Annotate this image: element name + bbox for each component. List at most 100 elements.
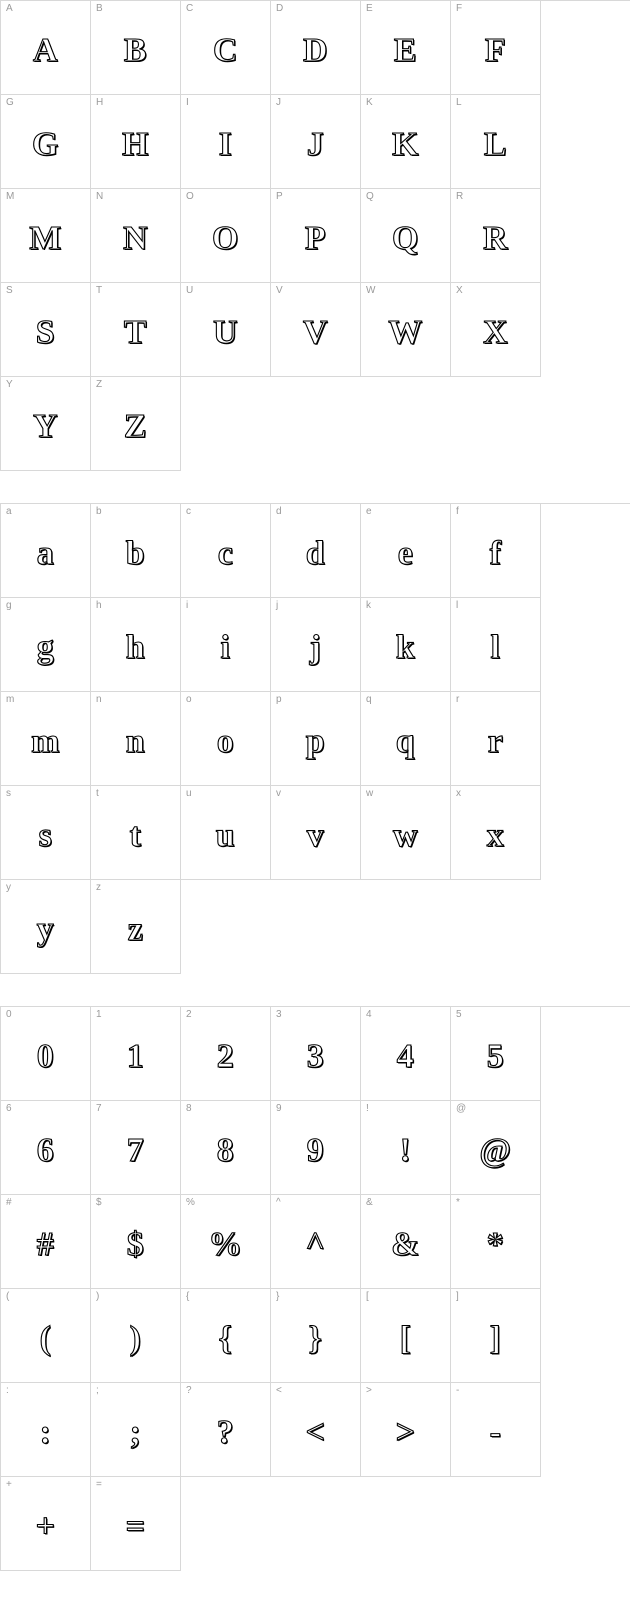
char-glyph: r	[488, 725, 504, 759]
char-glyph: 4	[397, 1040, 415, 1074]
char-cell: SS	[1, 283, 91, 377]
char-glyph: P	[305, 222, 326, 256]
char-label: }	[276, 1292, 279, 1302]
char-cell: TT	[91, 283, 181, 377]
char-cell: rr	[451, 692, 541, 786]
char-cell: ::	[1, 1383, 91, 1477]
char-glyph: O	[212, 222, 239, 256]
char-label: V	[276, 286, 283, 296]
char-glyph: ;	[130, 1416, 142, 1450]
char-glyph: G	[32, 128, 59, 162]
char-glyph: F	[485, 34, 506, 68]
char-glyph: s	[39, 819, 53, 853]
char-glyph: #	[37, 1228, 55, 1262]
char-cell: dd	[271, 504, 361, 598]
char-cell: 66	[1, 1101, 91, 1195]
char-label: R	[456, 192, 463, 202]
char-cell: ZZ	[91, 377, 181, 471]
char-glyph: &	[391, 1228, 420, 1262]
char-label: T	[96, 286, 102, 296]
char-glyph: %	[208, 1228, 243, 1262]
char-cell: @@	[451, 1101, 541, 1195]
char-cell: AA	[1, 1, 91, 95]
char-glyph: A	[33, 34, 58, 68]
char-glyph: M	[29, 222, 62, 256]
character-map: AA BB CC DD EE FF GG HH II JJ KK LL MM N…	[0, 0, 640, 1571]
char-glyph: Y	[33, 410, 58, 444]
char-cell: uu	[181, 786, 271, 880]
char-glyph: 1	[127, 1040, 145, 1074]
char-glyph: E	[394, 34, 417, 68]
char-label: {	[186, 1292, 189, 1302]
char-cell: pp	[271, 692, 361, 786]
char-glyph: 8	[217, 1134, 235, 1168]
char-cell: ee	[361, 504, 451, 598]
char-cell: CC	[181, 1, 271, 95]
char-glyph: l	[491, 631, 501, 665]
char-label: s	[6, 789, 11, 799]
char-glyph: !	[400, 1134, 412, 1168]
char-cell: mm	[1, 692, 91, 786]
char-cell: 11	[91, 1007, 181, 1101]
char-cell: >>	[361, 1383, 451, 1477]
char-glyph: =	[126, 1510, 146, 1544]
char-label: %	[186, 1198, 195, 1208]
char-cell: **	[451, 1195, 541, 1289]
char-label: u	[186, 789, 192, 799]
char-glyph: ^	[305, 1228, 325, 1262]
char-label: 9	[276, 1104, 282, 1114]
char-label: j	[276, 601, 278, 611]
char-label: U	[186, 286, 193, 296]
char-label: !	[366, 1104, 369, 1114]
char-cell: JJ	[271, 95, 361, 189]
char-glyph: H	[122, 128, 149, 162]
char-label: M	[6, 192, 14, 202]
char-cell: QQ	[361, 189, 451, 283]
char-cell: ((	[1, 1289, 91, 1383]
char-label: Z	[96, 380, 102, 390]
char-glyph: e	[398, 537, 414, 571]
char-label: e	[366, 507, 372, 517]
grid-lowercase: aa bb cc dd ee ff gg hh ii jj kk ll mm n…	[0, 503, 630, 974]
char-cell: ll	[451, 598, 541, 692]
char-cell: ==	[91, 1477, 181, 1571]
char-glyph: 6	[37, 1134, 55, 1168]
char-label: 4	[366, 1010, 372, 1020]
char-cell: vv	[271, 786, 361, 880]
char-cell: UU	[181, 283, 271, 377]
section-uppercase: AA BB CC DD EE FF GG HH II JJ KK LL MM N…	[0, 0, 640, 471]
char-label: a	[6, 507, 12, 517]
char-label: d	[276, 507, 282, 517]
char-label: =	[96, 1480, 102, 1490]
char-label: $	[96, 1198, 102, 1208]
char-glyph: m	[31, 725, 60, 759]
char-cell: --	[451, 1383, 541, 1477]
char-label: n	[96, 695, 102, 705]
char-label: 2	[186, 1010, 192, 1020]
char-label: B	[96, 4, 103, 14]
char-label: h	[96, 601, 102, 611]
char-glyph: (	[40, 1322, 52, 1356]
char-cell: gg	[1, 598, 91, 692]
char-label: @	[456, 1104, 466, 1114]
char-cell: ss	[1, 786, 91, 880]
char-cell: kk	[361, 598, 451, 692]
char-cell: KK	[361, 95, 451, 189]
char-label: 7	[96, 1104, 102, 1114]
char-glyph: <	[306, 1416, 326, 1450]
char-label: 8	[186, 1104, 192, 1114]
char-label: p	[276, 695, 282, 705]
char-glyph: 9	[307, 1134, 325, 1168]
char-label: A	[6, 4, 13, 14]
char-glyph: @	[479, 1134, 511, 1168]
char-glyph: D	[303, 34, 328, 68]
char-glyph: B	[124, 34, 147, 68]
char-label: *	[456, 1198, 460, 1208]
char-glyph: v	[307, 819, 325, 853]
char-glyph: g	[37, 631, 55, 665]
char-cell: 77	[91, 1101, 181, 1195]
char-cell: XX	[451, 283, 541, 377]
grid-numbers-symbols: 00 11 22 33 44 55 66 77 88 99 !! @@ ## $…	[0, 1006, 630, 1571]
char-label: S	[6, 286, 13, 296]
char-glyph: k	[396, 631, 415, 665]
